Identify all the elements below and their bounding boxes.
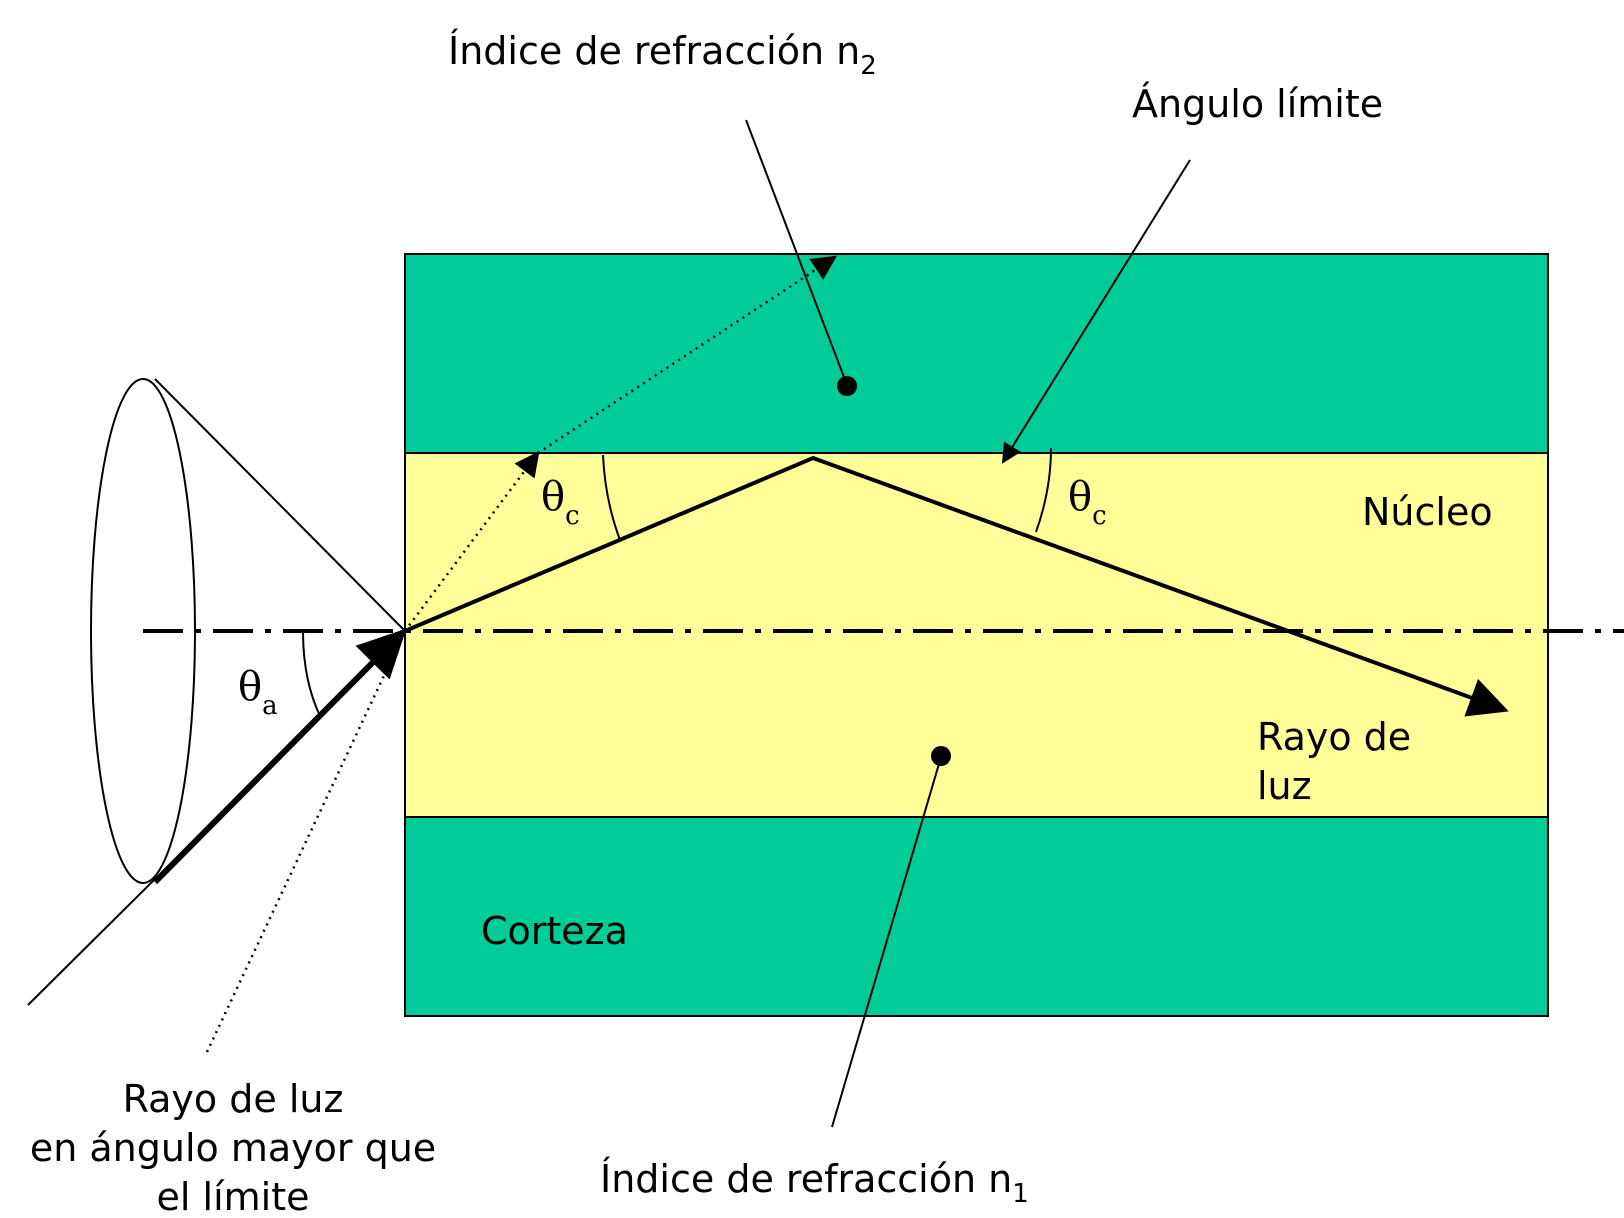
incident-ray: [152, 628, 407, 885]
ray-label-line1: Rayo de: [1257, 715, 1411, 759]
leader-n1: [831, 756, 942, 1128]
theta-c-right: θc: [1068, 474, 1107, 531]
critical-angle-label: Ángulo límite: [1132, 82, 1383, 126]
n2-label: Índice de refracción n2: [448, 29, 877, 81]
n1-label: Índice de refracción n1: [600, 1157, 1029, 1209]
core: [404, 452, 1549, 818]
theta-a: θa: [238, 664, 278, 721]
theta-c-left: θc: [541, 474, 580, 531]
core-label: Núcleo: [1362, 490, 1493, 534]
n2-dot: [837, 376, 857, 396]
dotted-ray-incident: [205, 630, 407, 1053]
leader-critical-angle: [1001, 159, 1191, 464]
cone-top-edge: [154, 378, 406, 632]
outside-ray-line2: en ángulo mayor que: [30, 1126, 436, 1170]
acceptance-cone-ellipse: [90, 378, 196, 884]
theta-a-arc: [302, 630, 321, 717]
outside-ray-line1: Rayo de luz: [123, 1077, 344, 1121]
n1-dot: [931, 746, 951, 766]
theta-c-right-arc: [1035, 447, 1052, 533]
leader-n2: [745, 119, 848, 386]
cladding-bottom: [404, 816, 1549, 1017]
theta-c-left-arc: [602, 454, 621, 541]
outside-ray-line3: el límite: [157, 1175, 310, 1218]
ray-label-line2: luz: [1257, 764, 1312, 808]
cladding-top: [404, 253, 1549, 454]
guided-ray: [404, 455, 1509, 717]
cladding-label: Corteza: [481, 909, 628, 953]
